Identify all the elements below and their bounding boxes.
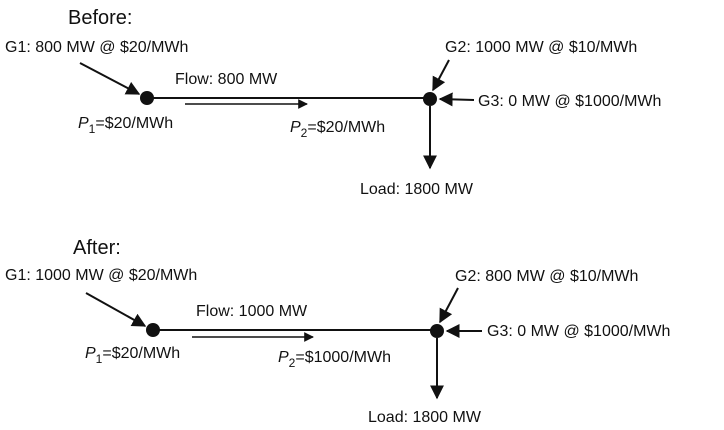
panel-after: After: G1: 1000 MW @ $20/MWh Flow: 1000 … xyxy=(5,237,670,426)
p1-label: P1=$20/MWh xyxy=(85,345,180,366)
p2-symbol: P xyxy=(278,349,289,366)
g1-label: G1: 800 MW @ $20/MWh xyxy=(5,39,188,56)
panel-title: Before: xyxy=(68,7,132,29)
p1-symbol: P xyxy=(85,345,96,362)
p1-value: =$20/MWh xyxy=(102,345,180,362)
g2-arrow xyxy=(432,59,450,92)
flow-label: Flow: 1000 MW xyxy=(196,303,308,320)
p1-label: P1=$20/MWh xyxy=(78,115,173,136)
g2-label: G2: 800 MW @ $10/MWh xyxy=(455,268,638,285)
bus-2 xyxy=(430,324,444,338)
load-label: Load: 1800 MW xyxy=(360,181,474,198)
flow-label: Flow: 800 MW xyxy=(175,71,278,88)
p2-label: P2=$20/MWh xyxy=(290,119,385,140)
p1-value: =$20/MWh xyxy=(95,115,173,132)
p2-symbol: P xyxy=(290,119,301,136)
g1-label: G1: 1000 MW @ $20/MWh xyxy=(5,267,197,284)
panel-title: After: xyxy=(73,237,121,259)
p1-symbol: P xyxy=(78,115,89,132)
bus-2 xyxy=(423,92,437,106)
g2-label: G2: 1000 MW @ $10/MWh xyxy=(445,39,637,56)
bus-1 xyxy=(146,323,160,337)
g1-arrow xyxy=(85,292,147,327)
p2-value: =$20/MWh xyxy=(307,119,385,136)
g2-arrow xyxy=(439,287,459,324)
p1-subscript: 1 xyxy=(89,122,96,136)
g3-label: G3: 0 MW @ $1000/MWh xyxy=(478,93,661,110)
p2-subscript: 2 xyxy=(289,356,296,370)
p1-subscript: 1 xyxy=(96,352,103,366)
p2-label: P2=$1000/MWh xyxy=(278,349,391,370)
g3-label: G3: 0 MW @ $1000/MWh xyxy=(487,323,670,340)
p2-value: =$1000/MWh xyxy=(295,349,391,366)
g1-arrow xyxy=(79,62,141,95)
p2-subscript: 2 xyxy=(301,126,308,140)
g3-arrow xyxy=(438,92,475,107)
load-label: Load: 1800 MW xyxy=(368,409,482,426)
panel-before: Before: G1: 800 MW @ $20/MWh Flow: 800 M… xyxy=(5,7,661,198)
bus-1 xyxy=(140,91,154,105)
